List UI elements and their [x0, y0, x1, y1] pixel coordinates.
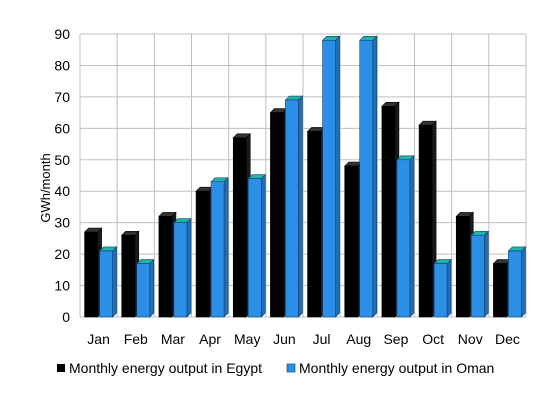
bar-front	[418, 124, 433, 318]
x-category-label: Feb	[124, 331, 148, 347]
bar-oman	[359, 35, 378, 318]
gridlines	[79, 33, 527, 318]
y-tick-label: 30	[54, 215, 70, 231]
bar-oman	[507, 246, 527, 318]
x-category-label: Jul	[313, 331, 331, 347]
x-category-label: Sep	[383, 331, 408, 347]
bar-egypt	[306, 126, 326, 318]
bar-oman	[173, 217, 192, 318]
bar-side	[112, 246, 117, 318]
bar-side	[372, 35, 378, 318]
legend-swatch-egypt	[57, 364, 65, 372]
bar-oman	[470, 230, 489, 318]
y-tick-label: 90	[54, 26, 70, 42]
bar-front	[508, 250, 522, 318]
bar-front	[270, 112, 284, 318]
bar-front	[210, 181, 225, 318]
bar-side	[409, 155, 415, 318]
bar-egypt	[381, 101, 400, 318]
bar-front	[195, 190, 210, 318]
bar-front	[470, 234, 485, 318]
bar-front	[455, 216, 470, 318]
legend-label-egypt: Monthly energy output in Egypt	[69, 360, 262, 376]
bar-front	[344, 165, 359, 318]
bar-egypt	[269, 107, 289, 318]
bar-front	[359, 39, 374, 318]
legend-swatch-oman	[286, 363, 296, 373]
bar-egypt	[344, 161, 363, 318]
bar-oman	[98, 246, 118, 318]
bar-egypt	[232, 133, 251, 318]
legend-label-oman: Monthly energy output in Oman	[299, 360, 494, 376]
y-tick-label: 50	[54, 152, 70, 168]
bar-side	[446, 258, 452, 318]
x-category-label: Nov	[458, 331, 483, 347]
x-category-label: Aug	[346, 331, 371, 347]
x-category-label: Apr	[199, 331, 221, 347]
bar-oman	[284, 95, 304, 318]
y-tick-label: 70	[54, 89, 70, 105]
bar-oman	[396, 155, 415, 318]
bar-egypt	[418, 120, 437, 318]
bar-front	[307, 131, 321, 318]
bar-side	[298, 95, 303, 318]
x-axis-categories: Jan Feb Mar Apr May Jun Jul Aug Sep Oct Nov Dec	[87, 331, 520, 347]
bar-oman	[433, 258, 452, 318]
x-category-label: Jan	[87, 331, 110, 347]
bar-front	[381, 106, 396, 318]
y-tick-label: 0	[62, 309, 70, 325]
bar-front	[99, 250, 113, 318]
bar-oman	[321, 35, 341, 318]
x-category-label: Mar	[161, 331, 185, 347]
y-tick-label: 60	[54, 120, 70, 136]
x-category-label: Oct	[422, 331, 444, 347]
bar-front	[433, 263, 448, 318]
y-tick-label: 40	[54, 183, 70, 199]
bar-front	[84, 231, 98, 318]
y-axis-label: GWh/month	[38, 153, 53, 222]
bar-side	[335, 35, 340, 318]
y-axis-ticks: 0 10 20 30 40 50 60 70 80 90	[54, 26, 70, 325]
bar-side	[483, 230, 489, 318]
bar-front	[232, 137, 247, 318]
bar-front	[322, 39, 336, 318]
bar-front	[173, 222, 188, 318]
bar-front	[247, 178, 262, 318]
y-tick-label: 80	[54, 57, 70, 73]
y-tick-label: 20	[54, 246, 70, 262]
bar-oman	[247, 173, 266, 318]
bar-front	[136, 263, 151, 318]
bar-egypt	[492, 258, 512, 318]
bar-front	[121, 234, 136, 318]
bar-egypt	[195, 186, 214, 318]
legend: Monthly energy output in Egypt Monthly e…	[57, 360, 494, 376]
bar-side	[260, 173, 266, 318]
x-category-label: Jun	[273, 331, 296, 347]
x-category-label: May	[234, 331, 260, 347]
bar-oman	[210, 177, 229, 318]
bar-egypt	[121, 230, 140, 318]
bar-side	[186, 217, 192, 318]
bar-front	[158, 216, 173, 318]
bar-front	[396, 159, 411, 318]
bar-side	[223, 177, 229, 318]
bar-egypt	[455, 211, 474, 318]
bar-front	[285, 99, 299, 318]
bar-side	[521, 246, 526, 318]
x-category-label: Dec	[495, 331, 520, 347]
bar-side	[149, 258, 155, 318]
bars	[83, 35, 527, 318]
bar-oman	[136, 258, 155, 318]
y-tick-label: 10	[54, 278, 70, 294]
bar-egypt	[158, 211, 177, 318]
bar-front	[493, 263, 507, 318]
bar-egypt	[83, 227, 103, 318]
